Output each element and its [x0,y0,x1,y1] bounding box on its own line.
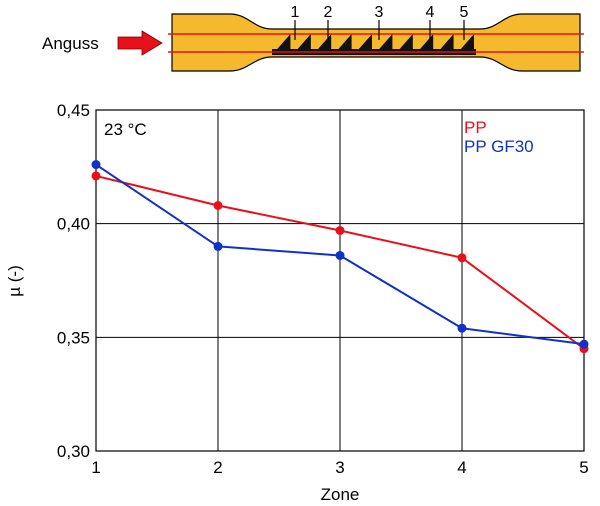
specimen-diagram: 1 2 3 4 5 Anguss [42,4,584,72]
data-point [335,225,345,235]
specimen-body [171,13,581,72]
zone-marker-label: 1 [291,4,300,21]
flow-mark [374,34,393,55]
flow-mark [272,34,291,55]
zone-marker-label: 4 [426,4,435,21]
flow-mark [435,34,454,55]
sprue-label: Anguss [42,34,99,53]
data-point [213,241,223,251]
data-point [335,250,345,260]
data-point [457,253,467,263]
data-point [91,160,101,170]
data-point [213,200,223,210]
flow-mark [394,34,413,55]
x-tick-label: 1 [91,458,100,477]
flow-mark [455,34,474,55]
flow-mark [353,34,372,55]
data-point [91,171,101,181]
gridlines [96,110,584,451]
flow-mark [292,34,311,55]
zone-marker-label: 5 [460,4,469,21]
y-tick-labels: 0,30 0,35 0,40 0,45 [57,101,90,461]
x-tick-label: 4 [457,458,466,477]
series-group [91,160,589,354]
y-axis-title: µ (-) [5,265,24,297]
data-point [579,339,589,349]
data-point [457,323,467,333]
x-axis-title: Zone [321,485,360,504]
flow-mark [333,34,352,55]
y-tick-label: 0,45 [57,101,90,120]
plot-frame [95,109,585,452]
legend-entry: PP GF30 [464,137,534,156]
x-tick-label: 3 [335,458,344,477]
y-tick-label: 0,40 [57,215,90,234]
flow-mark [414,34,434,55]
x-tick-label: 5 [579,458,588,477]
x-tick-labels: 1 2 3 4 5 [91,458,588,477]
y-tick-label: 0,30 [57,442,90,461]
zone-marker-label: 2 [324,4,333,21]
zone-markers: 1 2 3 4 5 [291,4,469,40]
sprue-arrow-icon [117,30,163,56]
y-tick-label: 0,35 [57,328,90,347]
legend-entry: PP [464,118,487,137]
zone-marker-label: 3 [375,4,384,21]
temperature-annotation: 23 °C [104,120,147,139]
x-tick-label: 2 [213,458,222,477]
flow-mark [312,34,332,55]
